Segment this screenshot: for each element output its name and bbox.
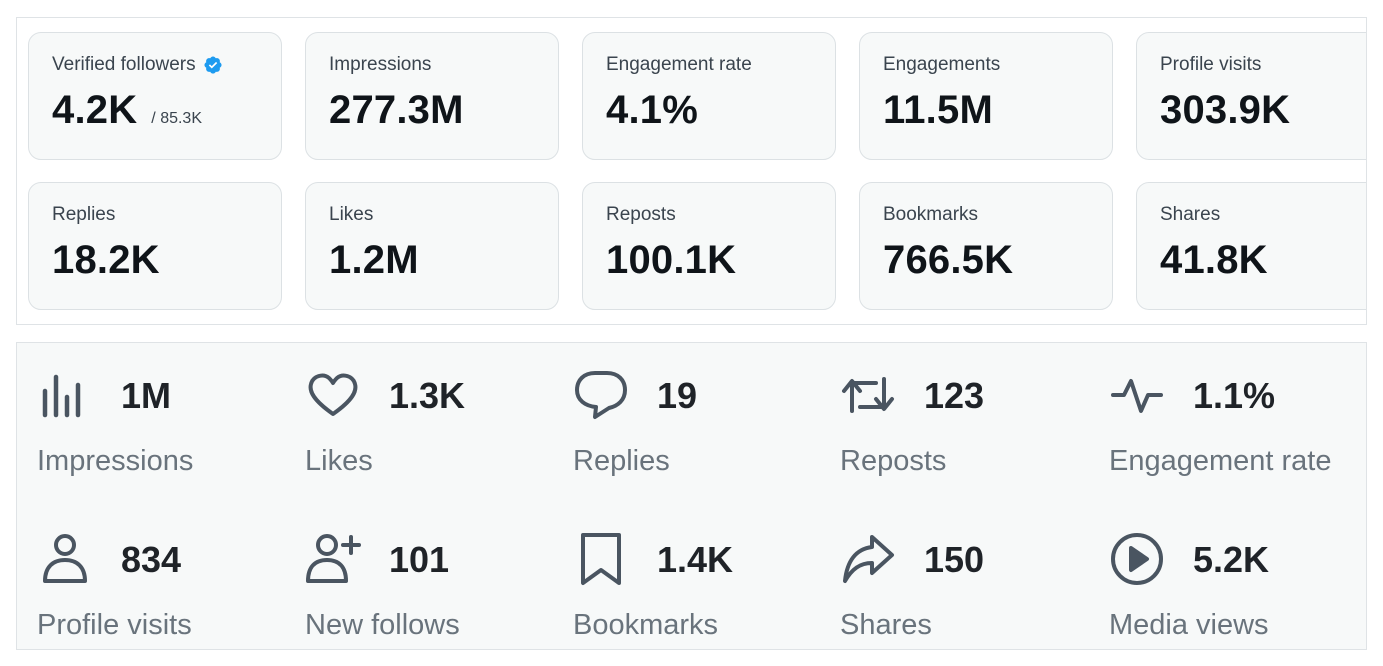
card-reposts[interactable]: Reposts 100.1K xyxy=(582,182,836,310)
heart-icon xyxy=(305,367,361,423)
card-impressions[interactable]: Impressions 277.3M xyxy=(305,32,559,160)
bookmark-icon xyxy=(573,531,629,587)
card-engagements[interactable]: Engagements 11.5M xyxy=(859,32,1113,160)
card-label: Reposts xyxy=(606,204,676,225)
card-value: 1.2M xyxy=(329,238,419,282)
person-add-icon xyxy=(305,531,361,587)
card-value: 277.3M xyxy=(329,88,464,132)
card-value-row: 100.1K xyxy=(606,238,835,283)
card-shares[interactable]: Shares 41.8K xyxy=(1136,182,1366,310)
card-label-row: Verified followers xyxy=(52,52,281,78)
stat-engagement-rate[interactable]: 1.1% Engagement rate xyxy=(1109,367,1366,487)
card-value-row: 766.5K xyxy=(883,238,1112,283)
card-value-row: 18.2K xyxy=(52,238,281,283)
card-value: 100.1K xyxy=(606,238,737,282)
card-value-row: 1.2M xyxy=(329,238,558,283)
stat-label: Media views xyxy=(1109,609,1269,641)
stat-label: Bookmarks xyxy=(573,609,719,641)
stat-shares[interactable]: 150 Shares xyxy=(840,531,1100,649)
stat-label: Reposts xyxy=(840,445,947,477)
repost-icon xyxy=(840,367,896,423)
stat-reposts[interactable]: 123 Reposts xyxy=(840,367,1100,487)
account-summary-panel: Verified followers 4.2K / 85.3K Impressi… xyxy=(16,17,1367,325)
card-label: Verified followers xyxy=(52,54,196,75)
stat-value: 834 xyxy=(121,539,182,580)
card-value: 4.2K xyxy=(52,88,138,132)
stat-label: Replies xyxy=(573,445,670,477)
post-stats-panel: 1M Impressions 1.3K Likes 19 Replies xyxy=(16,342,1367,650)
stat-bookmarks[interactable]: 1.4K Bookmarks xyxy=(573,531,833,649)
stat-value: 101 xyxy=(389,539,450,580)
stat-value: 5.2K xyxy=(1193,539,1270,580)
stat-value: 1M xyxy=(121,375,172,416)
play-circle-icon xyxy=(1109,531,1165,587)
stat-value: 1.3K xyxy=(389,375,466,416)
card-value: 41.8K xyxy=(1160,238,1268,282)
stat-label: Engagement rate xyxy=(1109,445,1332,477)
person-icon xyxy=(37,531,93,587)
bar-chart-icon xyxy=(37,367,93,423)
card-label: Shares xyxy=(1160,204,1221,225)
card-subvalue: / 85.3K xyxy=(151,110,202,127)
stat-new-follows[interactable]: 101 New follows xyxy=(305,531,565,649)
stat-label: Shares xyxy=(840,609,932,641)
card-value: 766.5K xyxy=(883,238,1014,282)
card-value: 4.1% xyxy=(606,88,698,132)
card-replies[interactable]: Replies 18.2K xyxy=(28,182,282,310)
card-label: Replies xyxy=(52,204,116,225)
stat-label: Likes xyxy=(305,445,373,477)
card-label: Engagements xyxy=(883,54,1001,75)
card-label: Impressions xyxy=(329,54,432,75)
stat-value: 1.4K xyxy=(657,539,734,580)
stat-media-views[interactable]: 5.2K Media views xyxy=(1109,531,1366,649)
stat-replies[interactable]: 19 Replies xyxy=(573,367,833,487)
stat-value: 123 xyxy=(924,375,985,416)
stat-label: New follows xyxy=(305,609,460,641)
card-bookmarks[interactable]: Bookmarks 766.5K xyxy=(859,182,1113,310)
card-label: Likes xyxy=(329,204,374,225)
card-value-row: 277.3M xyxy=(329,88,558,133)
stat-impressions[interactable]: 1M Impressions xyxy=(37,367,297,487)
stat-label: Profile visits xyxy=(37,609,192,641)
stat-value: 19 xyxy=(657,375,698,416)
card-label: Bookmarks xyxy=(883,204,979,225)
card-value-row: 4.2K / 85.3K xyxy=(52,88,281,133)
stat-value: 1.1% xyxy=(1193,375,1276,416)
pulse-icon xyxy=(1109,367,1165,423)
card-likes[interactable]: Likes 1.2M xyxy=(305,182,559,310)
card-verified-followers[interactable]: Verified followers 4.2K / 85.3K xyxy=(28,32,282,160)
verified-badge-icon xyxy=(203,55,223,75)
card-value-row: 11.5M xyxy=(883,88,1112,133)
card-value: 18.2K xyxy=(52,238,160,282)
card-value-row: 41.8K xyxy=(1160,238,1366,283)
card-value: 303.9K xyxy=(1160,88,1291,132)
card-engagement-rate[interactable]: Engagement rate 4.1% xyxy=(582,32,836,160)
card-label: Profile visits xyxy=(1160,54,1262,75)
card-value-row: 4.1% xyxy=(606,88,835,133)
card-label: Engagement rate xyxy=(606,54,752,75)
stat-profile-visits[interactable]: 834 Profile visits xyxy=(37,531,297,649)
stat-value: 150 xyxy=(924,539,985,580)
card-value: 11.5M xyxy=(883,88,993,132)
stat-label: Impressions xyxy=(37,445,194,477)
reply-bubble-icon xyxy=(573,367,629,423)
card-value-row: 303.9K xyxy=(1160,88,1366,133)
card-profile-visits[interactable]: Profile visits 303.9K xyxy=(1136,32,1366,160)
stat-likes[interactable]: 1.3K Likes xyxy=(305,367,565,487)
share-arrow-icon xyxy=(840,531,896,587)
